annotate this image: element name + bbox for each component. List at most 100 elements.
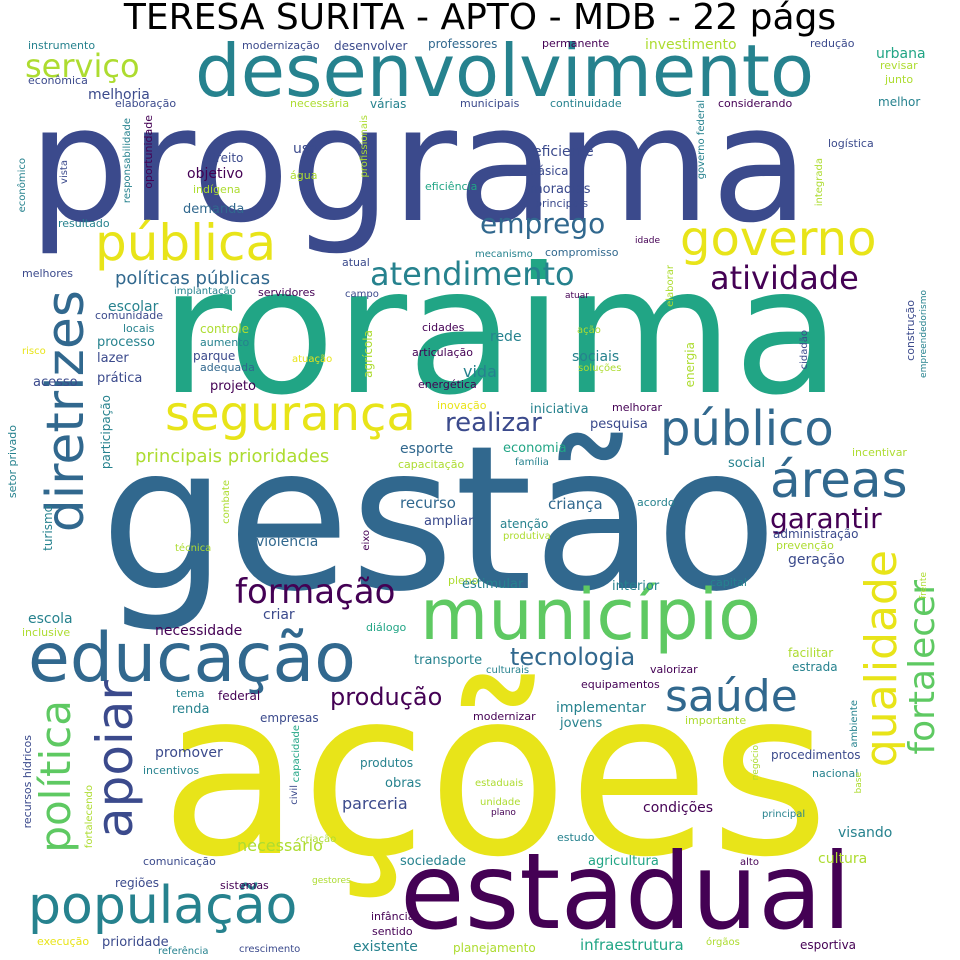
word-eixo: eixo — [361, 530, 372, 551]
word-capital: capital — [710, 576, 747, 589]
word-acesso: acesso — [33, 375, 78, 390]
word-economia: economia — [503, 441, 567, 456]
word-cidades: cidades — [422, 321, 465, 334]
word-publico: público — [660, 401, 834, 457]
word-parceria: parceria — [342, 794, 408, 813]
word-sociedade: sociedade — [400, 854, 466, 869]
word-acoes: ações — [160, 641, 830, 908]
word-alto: alto — [740, 857, 759, 868]
word-infraestrutura: infraestrutura — [580, 936, 684, 954]
word-estaduais: estaduais — [475, 778, 524, 789]
word-administracao: administração — [773, 527, 859, 541]
word-comunicacao: comunicação — [143, 855, 216, 868]
word-interior: interior — [612, 579, 660, 594]
word-modernizacao: modernização — [242, 39, 320, 52]
word-geracao: geração — [788, 552, 845, 568]
word-produtiva: produtiva — [503, 531, 551, 542]
word-prevencao: prevenção — [776, 539, 834, 552]
word-governo-federal: governo federal — [696, 100, 707, 180]
word-controle: controle — [200, 322, 249, 336]
word-fortalecendo: fortalecendo — [84, 785, 95, 849]
word-lazer: lazer — [97, 351, 129, 366]
word-renda: renda — [172, 702, 210, 717]
word-vida: vida — [463, 362, 497, 381]
word-melhores: melhores — [22, 267, 74, 280]
word-apoiar: apoiar — [86, 680, 144, 839]
word-revisar: revisar — [880, 59, 918, 72]
word-ampliar: ampliar — [424, 514, 474, 529]
word-social: social — [728, 456, 766, 471]
word-pesquisa: pesquisa — [590, 417, 648, 432]
word-eficiente: eficiente — [533, 144, 594, 160]
word-atuar: atuar — [565, 291, 589, 301]
word-participacao: participação — [99, 395, 113, 470]
word-rede: rede — [490, 329, 522, 345]
word-compromisso: compromisso — [545, 246, 619, 259]
word-tecnologia: tecnologia — [510, 643, 636, 671]
word-transporte: transporte — [414, 653, 483, 668]
word-agua: água — [290, 169, 318, 182]
word-parque: parque — [193, 349, 236, 363]
word-criacao: criação — [300, 834, 337, 845]
word-ambiente: ambiente — [849, 700, 860, 748]
word-estrada: estrada — [792, 660, 838, 674]
word-dialogo: diálogo — [366, 621, 407, 634]
word-reducao: redução — [810, 37, 855, 50]
word-politicas-publicas: políticas públicas — [115, 268, 271, 289]
word-existente: existente — [353, 939, 418, 955]
word-seguranca: segurança — [165, 386, 416, 442]
word-cultura: cultura — [818, 851, 868, 867]
word-promover: promover — [155, 745, 223, 761]
word-investimento: investimento — [645, 37, 737, 53]
word-economico: econômico — [17, 158, 28, 213]
word-familia: família — [515, 457, 549, 468]
word-professores: professores — [428, 37, 498, 51]
word-aumento: aumento — [200, 336, 250, 349]
word-acordo: acordo — [637, 496, 675, 509]
cloud-title: TERESA SURITA - APTO - MDB - 22 págs — [123, 0, 837, 38]
word-oportunidade: oportunidade — [142, 115, 155, 189]
word-iniciativa: iniciativa — [530, 402, 589, 417]
word-governo: governo — [680, 211, 877, 267]
word-elaborar: elaborar — [665, 265, 676, 307]
word-necessario: necessário — [237, 836, 323, 855]
word-condicoes: condições — [643, 800, 714, 816]
word-gestores: gestores — [312, 876, 351, 886]
word-moradias: moradias — [530, 182, 591, 197]
word-estadual: estadual — [400, 831, 852, 953]
word-melhoria: melhoria — [88, 87, 150, 103]
word-procedimentos: procedimentos — [771, 748, 861, 762]
word-energetica: energética — [418, 378, 477, 391]
word-violencia: violência — [256, 534, 319, 550]
word-criar: criar — [263, 607, 295, 623]
word-atividade: atividade — [710, 259, 859, 297]
word-eficiencia: eficiência — [425, 180, 478, 193]
word-servico: serviço — [25, 47, 140, 85]
word-integrada: integrada — [814, 158, 825, 207]
word-orgaos: órgãos — [706, 937, 740, 948]
word-programa: programa — [28, 71, 810, 258]
word-servidores: servidores — [258, 286, 316, 299]
word-planejamento: planejamento — [453, 941, 536, 955]
word-principais: principais — [535, 197, 589, 210]
word-producao: produção — [330, 683, 443, 711]
word-emprego: emprego — [480, 207, 606, 240]
word-objetivo: objetivo — [187, 166, 244, 182]
word-federal: federal — [218, 689, 261, 703]
word-demanda: demanda — [183, 202, 245, 217]
word-capacitacao: capacitação — [398, 458, 465, 471]
word-formacao: formação — [235, 572, 396, 612]
word-empresas: empresas — [260, 711, 319, 725]
word-qualidade: qualidade — [856, 550, 907, 768]
word-municipais: municipais — [460, 97, 520, 110]
word-prioridade: prioridade — [102, 935, 169, 950]
word-nacional: nacional — [812, 767, 859, 780]
word-profissionais: profissionais — [359, 115, 370, 178]
word-culturais: culturais — [486, 665, 530, 676]
word-considerando: considerando — [718, 97, 793, 110]
word-referencia: referência — [158, 946, 209, 957]
word-regioes: regiões — [115, 876, 159, 890]
word-principais-prioridades: principais prioridades — [135, 446, 330, 467]
word-obras: obras — [385, 776, 422, 791]
